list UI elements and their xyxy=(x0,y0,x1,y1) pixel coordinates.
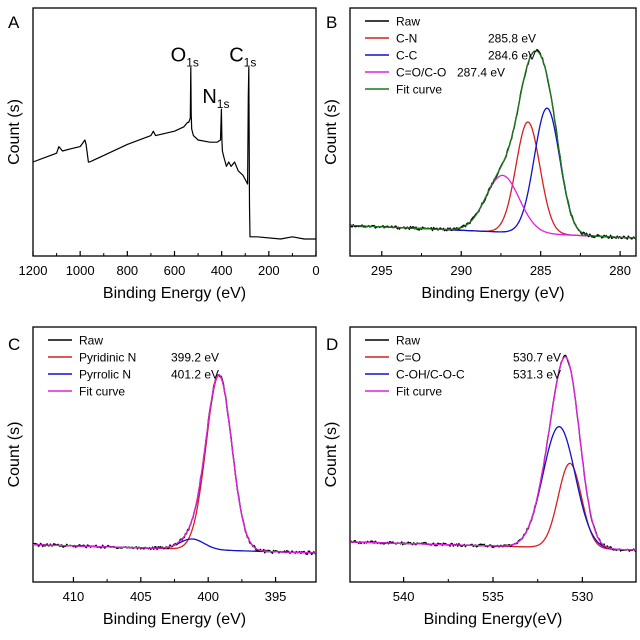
panel-B: B 295 290 285 280 Binding Energy (eV) Count (s… xyxy=(323,7,637,302)
legend: Raw C-N 285.8 eV C-C 284.6 eV C=O/C-O 287.4 eV… xyxy=(365,15,536,97)
legend-value: 284.6 eV xyxy=(488,49,536,63)
peak-annotation: N1s xyxy=(202,86,229,111)
legend-label: C-OH/C-O-C xyxy=(396,368,465,382)
legend-value: 287.4 eV xyxy=(457,66,505,80)
x-tick-label: 530 xyxy=(572,589,594,604)
x-tick-label: 405 xyxy=(130,589,152,604)
x-tick-label: 540 xyxy=(393,589,415,604)
legend-label: C=O xyxy=(396,351,421,365)
y-axis-label: Count (s) xyxy=(6,99,23,165)
legend-value: 399.2 eV xyxy=(171,351,219,365)
x-tick-label: 200 xyxy=(258,263,280,278)
legend-label: C=O/C-O xyxy=(396,66,446,80)
legend-value: 531.3 eV xyxy=(513,368,561,382)
y-axis-label: Count (s) xyxy=(323,99,340,165)
panel-label: D xyxy=(326,335,338,354)
panel-A: A 1200 1000 800 600 400 200 0 Binding Energy (eV… xyxy=(6,7,320,302)
fit-curve-line xyxy=(33,373,316,554)
x-tick-label: 800 xyxy=(116,263,138,278)
peak-annotation: C1s xyxy=(229,44,256,69)
legend-label: Pyridinic N xyxy=(79,351,136,365)
component-peak-line xyxy=(349,462,636,551)
legend-label: Fit curve xyxy=(396,385,442,399)
legend: Raw Pyridinic N 399.2 eV Pyrrolic N 401.2 eV… xyxy=(48,334,219,399)
panel-label: A xyxy=(8,13,20,32)
component-peak-line xyxy=(350,121,636,239)
legend-label: Raw xyxy=(79,334,103,348)
x-tick-label: 395 xyxy=(265,589,287,604)
component-peak-line xyxy=(349,425,636,551)
x-tick-label: 1000 xyxy=(66,263,95,278)
legend-label: Raw xyxy=(396,15,420,29)
x-tick-label: 410 xyxy=(63,589,85,604)
peak-annotation: O1s xyxy=(171,44,199,69)
component-peak-line xyxy=(350,174,636,239)
x-axis-label: Binding Energy (eV) xyxy=(421,285,564,302)
panel-label: B xyxy=(326,13,337,32)
legend-label: Pyrrolic N xyxy=(79,368,131,382)
x-tick-label: 400 xyxy=(197,589,219,604)
x-tick-label: 535 xyxy=(482,589,504,604)
x-tick-label: 600 xyxy=(164,263,186,278)
fit-curve-line xyxy=(349,356,636,551)
y-axis-label: Count (s) xyxy=(323,422,340,488)
x-tick-label: 285 xyxy=(530,263,552,278)
x-tick-label: 400 xyxy=(211,263,233,278)
x-tick-label: 290 xyxy=(450,263,472,278)
x-axis-label: Binding Energy (eV) xyxy=(103,285,246,302)
legend-label: Fit curve xyxy=(396,83,442,97)
legend-label: Raw xyxy=(396,334,420,348)
x-axis-label: Binding Energy (eV) xyxy=(103,611,246,628)
panel-D: D 540 535 530 Binding Energy(eV) Count (s) Raw… xyxy=(323,326,637,628)
component-peak-line xyxy=(33,374,316,554)
component-peak-line xyxy=(350,107,636,239)
fit-curve-line xyxy=(350,50,636,239)
legend-label: C-C xyxy=(396,49,418,63)
x-tick-label: 1200 xyxy=(19,263,48,278)
panel-label: C xyxy=(8,335,20,354)
legend-value: 401.2 eV xyxy=(171,368,219,382)
legend-value: 285.8 eV xyxy=(488,32,536,46)
plot-frame xyxy=(349,7,637,257)
survey-spectrum-line xyxy=(32,66,316,240)
x-axis-label: Binding Energy(eV) xyxy=(424,611,563,628)
panel-C: C 410 405 400 395 Binding Energy (eV) Count (s… xyxy=(6,326,317,628)
legend-label: C-N xyxy=(396,32,417,46)
raw-data-line xyxy=(32,374,317,556)
legend-value: 530.7 eV xyxy=(513,351,561,365)
x-tick-label: 0 xyxy=(312,263,319,278)
legend: Raw C=O 530.7 eV C-OH/C-O-C 531.3 eV Fit curv… xyxy=(365,334,561,399)
x-tick-label: 295 xyxy=(371,263,393,278)
y-axis-label: Count (s) xyxy=(6,422,23,488)
x-tick-label: 280 xyxy=(609,263,631,278)
legend-label: Fit curve xyxy=(79,385,125,399)
